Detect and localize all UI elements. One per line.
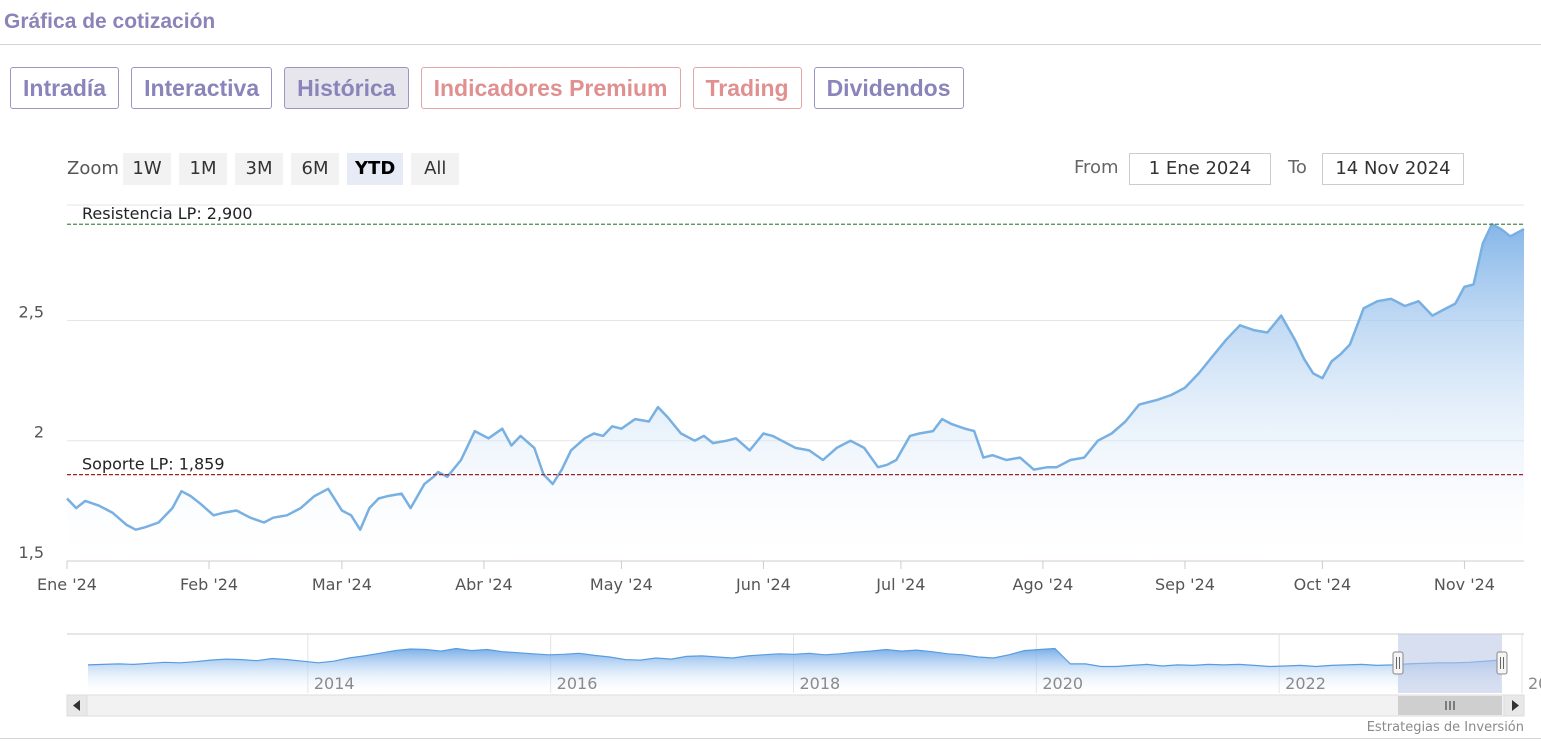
chart-tabs: Intradía Interactiva Histórica Indicadores … xyxy=(10,67,964,109)
x-tick-label: Oct '24 xyxy=(1294,575,1352,594)
x-tick-label: Nov '24 xyxy=(1434,575,1495,594)
tab-interactiva[interactable]: Interactiva xyxy=(131,67,273,109)
annotation-label: Soporte LP: 1,859 xyxy=(82,455,225,474)
x-tick-label: Ago '24 xyxy=(1013,575,1074,594)
zoom-1m-button[interactable]: 1M xyxy=(179,153,227,185)
range-to-label: To xyxy=(1288,157,1307,178)
tab-indicadores-premium[interactable]: Indicadores Premium xyxy=(420,67,681,109)
annotations: Resistencia LP: 2,900 Soporte LP: 1,859 xyxy=(67,204,1524,476)
navigator[interactable]: 2014 2016 2018 2020 2022 2024 Estrategias de I… xyxy=(66,633,1541,735)
range-from-input[interactable]: 1 Ene 2024 xyxy=(1129,153,1271,185)
x-tick-label: Ene '24 xyxy=(37,575,97,594)
price-line xyxy=(66,222,1525,531)
x-tick-label: Sep '24 xyxy=(1155,575,1215,594)
x-tick-label: Feb '24 xyxy=(180,575,238,594)
navigator-year-label: 2016 xyxy=(557,674,598,693)
tab-trading[interactable]: Trading xyxy=(692,67,802,109)
range-from-label: From xyxy=(1074,157,1119,178)
x-tick-label: Jun '24 xyxy=(735,575,791,594)
navigator-year-label: 2020 xyxy=(1042,674,1083,693)
annotation-label: Resistencia LP: 2,900 xyxy=(82,204,253,223)
zoom-ytd-button[interactable]: YTD xyxy=(347,153,404,185)
navigator-scrollbar-track[interactable] xyxy=(66,694,1525,717)
zoom-1w-button[interactable]: 1W xyxy=(123,153,171,185)
bottom-divider xyxy=(0,738,1541,739)
chart-section-title: Gráfica de cotización xyxy=(4,10,216,33)
x-tick-label: May '24 xyxy=(590,575,653,594)
y-tick-label: 2,5 xyxy=(19,302,44,321)
x-tick-label: Abr '24 xyxy=(455,575,513,594)
tab-histórica[interactable]: Histórica xyxy=(284,67,409,109)
navigator-line xyxy=(87,647,1501,668)
zoom-all-button[interactable]: All xyxy=(411,153,460,185)
navigator-year-label: 2024 xyxy=(1528,674,1541,693)
navigator-area xyxy=(88,648,1500,693)
navigator-left-handle[interactable] xyxy=(1392,651,1404,675)
x-tick-label: Mar '24 xyxy=(312,575,372,594)
x-axis-ticks: Ene '24 Feb '24 Mar '24 Abr '24 May '24 Jun '… xyxy=(37,561,1495,594)
zoom-3m-button[interactable]: 3M xyxy=(235,153,283,185)
navigator-right-handle[interactable] xyxy=(1496,651,1508,675)
price-area xyxy=(67,224,1524,561)
tab-dividendos[interactable]: Dividendos xyxy=(813,67,964,109)
zoom-label: Zoom xyxy=(67,158,119,179)
chart-credit[interactable]: Estrategias de Inversión xyxy=(1367,720,1524,735)
y-axis-ticks: 1,5 2 2,5 xyxy=(19,302,44,562)
tab-intradía[interactable]: Intradía xyxy=(10,67,120,109)
zoom-6m-button[interactable]: 6M xyxy=(291,153,339,185)
y-tick-label: 1,5 xyxy=(19,543,44,562)
navigator-selection[interactable] xyxy=(1398,634,1502,693)
navigator-year-label: 2022 xyxy=(1285,674,1326,693)
range-to-input[interactable]: 14 Nov 2024 xyxy=(1322,153,1464,185)
navigator-year-label: 2018 xyxy=(800,674,841,693)
title-divider xyxy=(0,44,1541,45)
scroll-right-arrow-icon xyxy=(1512,700,1519,711)
navigator-year-label: 2014 xyxy=(314,674,355,693)
y-tick-label: 2 xyxy=(34,423,44,442)
zoom-buttons: 1W 1M 3M 6M YTD All xyxy=(123,153,460,185)
scroll-left-arrow-icon xyxy=(73,700,80,711)
x-tick-label: Jul '24 xyxy=(875,575,925,594)
